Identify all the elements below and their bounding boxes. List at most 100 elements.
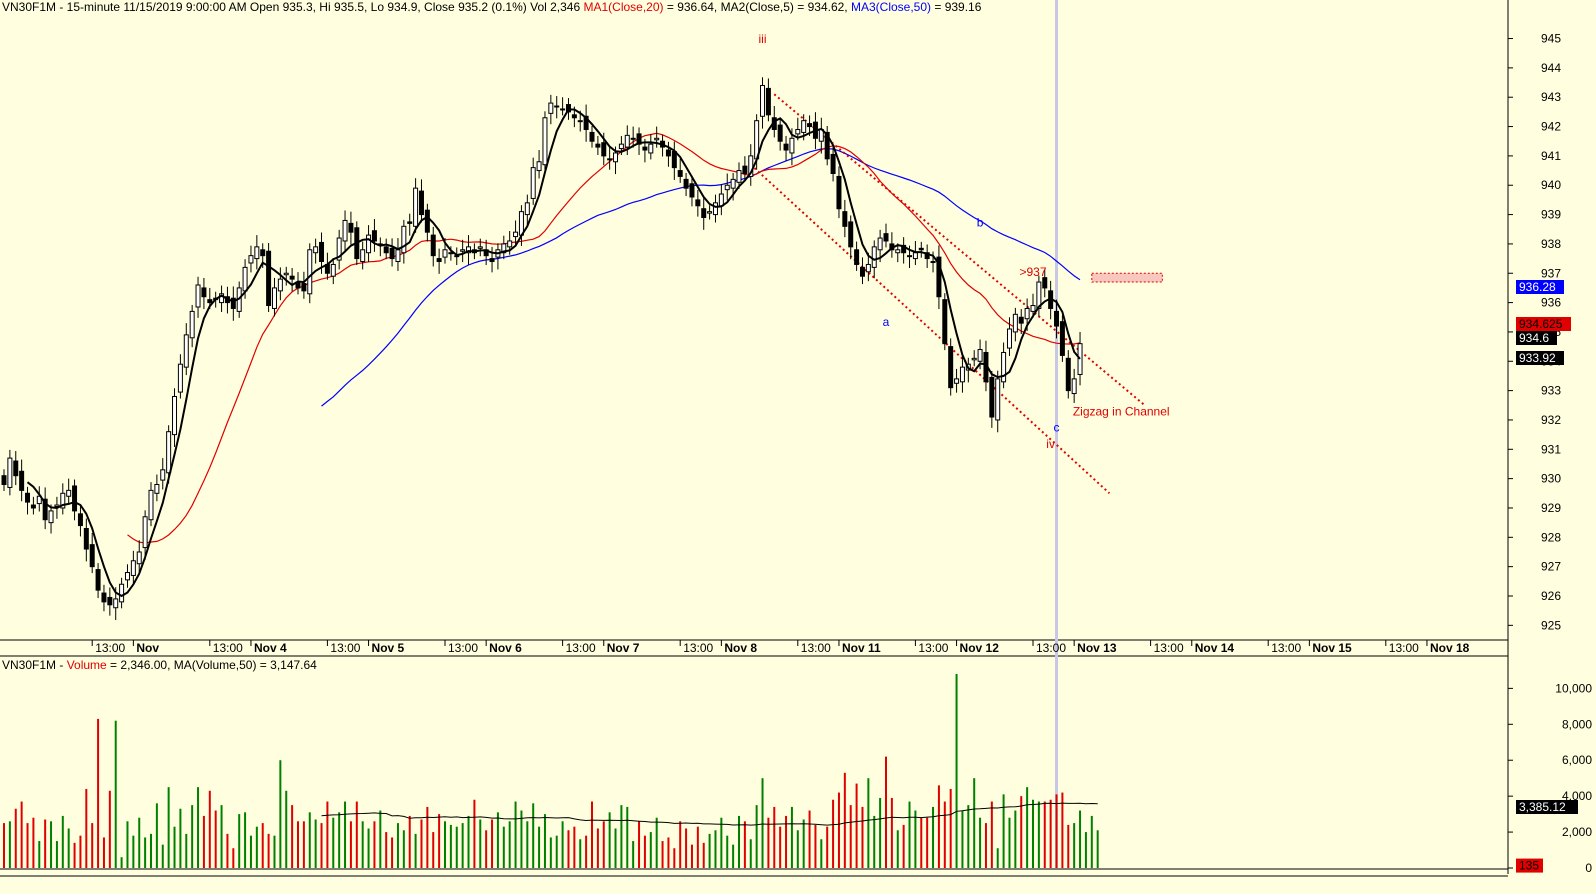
volume-bar — [591, 801, 593, 868]
volume-bar — [55, 841, 58, 868]
x-tick-label: 13:00 — [330, 641, 360, 655]
candle-body — [601, 142, 607, 157]
volume-bar — [520, 810, 523, 868]
volume-bar — [873, 815, 876, 868]
volume-bar — [961, 810, 964, 868]
price-tag: 936.28 — [1519, 280, 1556, 294]
volume-bar — [414, 833, 417, 868]
candle-body — [683, 178, 689, 189]
candle-body — [959, 366, 965, 383]
candle-body — [536, 161, 542, 172]
candle-body — [589, 131, 595, 142]
volume-bar — [132, 835, 135, 868]
x-tick-label: 13:00 — [1389, 641, 1419, 655]
candle-body — [301, 283, 307, 292]
candle-body — [342, 219, 348, 242]
candle-body — [583, 115, 589, 130]
volume-bar — [708, 833, 711, 868]
ma5-polyline — [26, 108, 1081, 598]
volume-bar — [14, 808, 17, 868]
volume-bar — [485, 830, 488, 868]
y-tick-label: 937 — [1541, 266, 1561, 280]
volume-tag-bg — [1516, 858, 1543, 873]
candle-body — [1, 475, 7, 486]
candle-body — [530, 167, 536, 199]
candle-body — [189, 310, 195, 339]
candle-body — [877, 237, 883, 251]
candle-body — [313, 246, 319, 254]
volume-bar — [367, 828, 370, 868]
volume-bar — [191, 805, 194, 868]
candle-body — [989, 376, 995, 418]
volume-bar — [349, 821, 352, 868]
candle-body — [948, 346, 954, 389]
volume-bar — [185, 833, 188, 868]
volume-bar — [91, 823, 94, 868]
volume-bar — [532, 803, 535, 868]
candle-body — [607, 158, 613, 161]
candle-body — [389, 247, 395, 260]
volume-bar — [967, 805, 970, 868]
volume-bar — [479, 819, 482, 868]
volume-bar — [885, 756, 887, 868]
volume-bar — [585, 835, 588, 868]
volume-bar — [673, 848, 676, 868]
volume-bar — [949, 788, 952, 868]
volume-bar — [755, 805, 758, 868]
trend-channel[interactable] — [750, 93, 1163, 495]
candle-body — [348, 222, 354, 233]
volume-chart-header: VN30F1M - Volume = 2,346.00, MA(Volume,5… — [2, 658, 317, 672]
candle-body — [248, 255, 254, 264]
volume-bar — [779, 826, 782, 868]
candle-body — [1001, 351, 1007, 383]
volume-bar — [355, 801, 358, 868]
price-tag: 934.6 — [1519, 331, 1549, 345]
volume-bar — [720, 817, 723, 868]
volume-bar — [861, 806, 864, 868]
volume-bar — [467, 815, 470, 868]
x-tick-label: 13:00 — [1154, 641, 1184, 655]
volume-bar — [1020, 796, 1023, 868]
volume-bar — [690, 844, 693, 868]
header-info: VN30F1M - 15-minute 11/15/2019 9:00:00 A… — [2, 0, 581, 14]
y-tick-label: 940 — [1541, 178, 1561, 192]
volume-bar — [108, 790, 111, 868]
ma3-label: MA3(Close,50) — [850, 0, 932, 14]
volume-bar — [173, 826, 176, 868]
volume-bar — [338, 812, 341, 868]
y-tick-label: 936 — [1541, 296, 1561, 310]
volume-bar — [114, 720, 117, 868]
volume-bar — [279, 760, 282, 868]
candle-body — [760, 84, 766, 117]
volume-bar — [491, 819, 494, 868]
volume-bar — [161, 844, 164, 868]
volume-bar — [155, 803, 158, 868]
volume-bar — [667, 837, 670, 868]
candle-body — [7, 457, 13, 488]
candle-body — [266, 250, 272, 307]
volume-bar — [837, 792, 840, 868]
volume-bar — [826, 826, 829, 868]
candle-body — [930, 261, 936, 264]
volume-bar — [220, 805, 223, 868]
volume-bar — [308, 812, 311, 868]
candle-body — [671, 150, 677, 169]
volume-bar — [973, 778, 976, 868]
candle-body — [854, 249, 860, 265]
candle-body — [501, 243, 507, 254]
candle-body — [130, 560, 136, 576]
volume-bar — [749, 839, 752, 868]
volume-bar — [638, 821, 641, 868]
volume-bar — [538, 826, 541, 868]
wave-label: iii — [759, 32, 767, 46]
candle-body — [765, 87, 771, 116]
candle-body — [613, 152, 619, 163]
volume-bar — [543, 814, 546, 868]
x-tick-label: 13:00 — [566, 641, 596, 655]
candle-body — [242, 266, 248, 292]
y-tick-label: 942 — [1541, 120, 1561, 134]
candle-body — [195, 284, 201, 308]
candle-body — [360, 249, 366, 263]
volume-bar — [449, 824, 452, 868]
